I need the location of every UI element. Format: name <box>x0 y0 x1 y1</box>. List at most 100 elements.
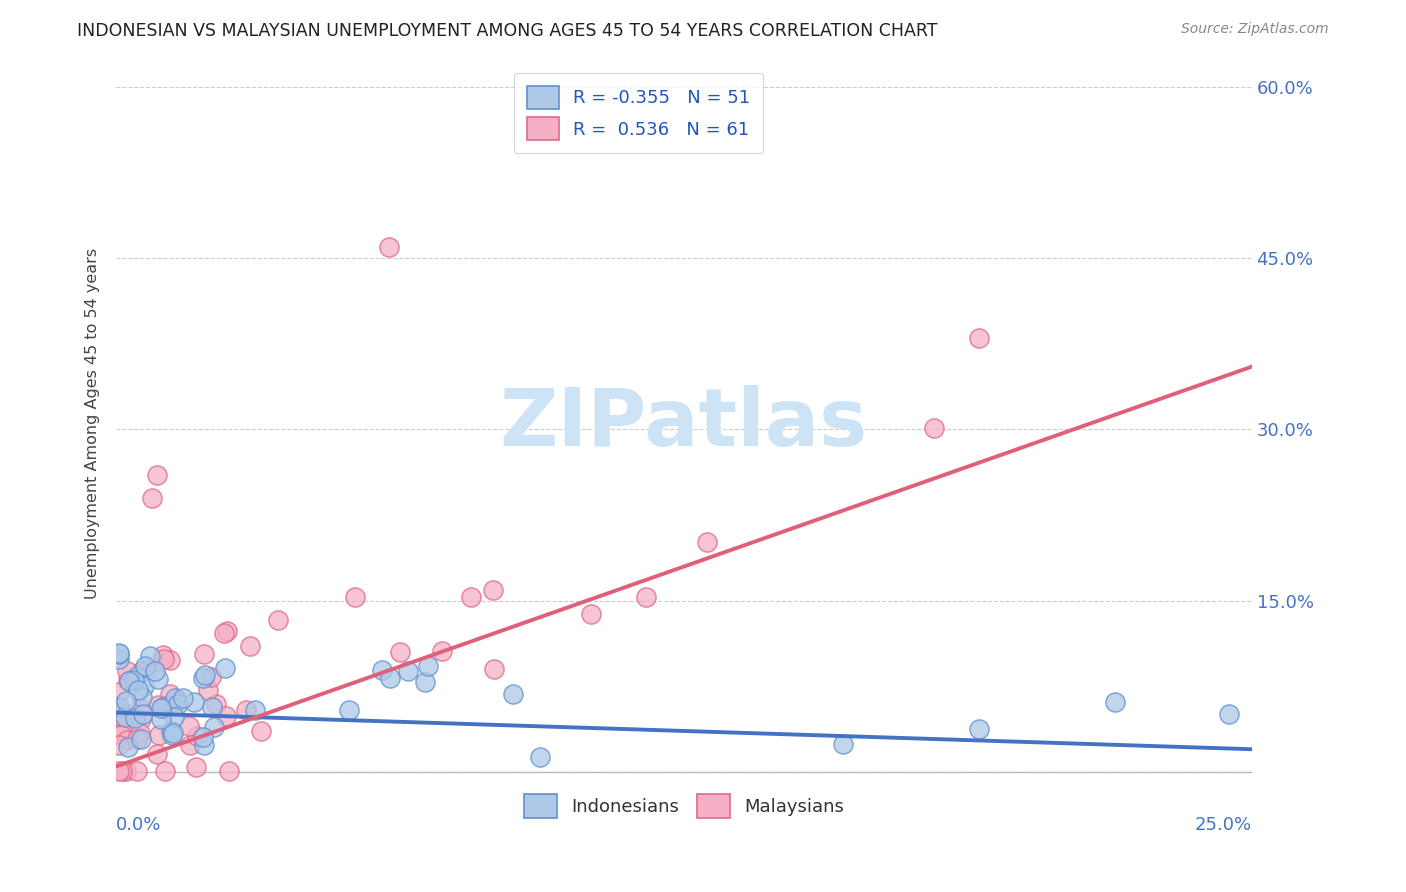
Point <box>107 739 129 753</box>
Point <box>108 652 131 666</box>
Point <box>179 738 201 752</box>
Point <box>266 613 288 627</box>
Point <box>153 764 176 778</box>
Point <box>122 673 145 687</box>
Point <box>197 682 219 697</box>
Point <box>389 645 412 659</box>
Text: Source: ZipAtlas.com: Source: ZipAtlas.com <box>1181 22 1329 37</box>
Point <box>200 669 222 683</box>
Point <box>215 709 238 723</box>
Point <box>110 725 132 739</box>
Point <box>114 710 136 724</box>
Point <box>152 648 174 663</box>
Point <box>201 699 224 714</box>
Point <box>1104 695 1126 709</box>
Point <box>243 703 266 717</box>
Point <box>149 701 172 715</box>
Text: 25.0%: 25.0% <box>1195 816 1251 834</box>
Point <box>205 697 228 711</box>
Point <box>482 662 505 676</box>
Point <box>107 709 129 723</box>
Point <box>131 731 153 746</box>
Point <box>430 644 453 658</box>
Point <box>696 535 718 549</box>
Point <box>127 764 149 778</box>
Point <box>166 694 188 708</box>
Point <box>107 646 129 660</box>
Point <box>378 671 401 685</box>
Point <box>172 691 194 706</box>
Point <box>371 663 394 677</box>
Point <box>967 722 990 736</box>
Point <box>378 240 401 254</box>
Point <box>193 738 215 752</box>
Point <box>134 679 156 693</box>
Point <box>167 697 190 711</box>
Text: INDONESIAN VS MALAYSIAN UNEMPLOYMENT AMONG AGES 45 TO 54 YEARS CORRELATION CHART: INDONESIAN VS MALAYSIAN UNEMPLOYMENT AMO… <box>77 22 938 40</box>
Point <box>146 673 169 687</box>
Point <box>183 695 205 709</box>
Point <box>152 700 174 714</box>
Point <box>135 662 157 676</box>
Point <box>413 674 436 689</box>
Point <box>184 760 207 774</box>
Point <box>129 701 152 715</box>
Point <box>127 683 149 698</box>
Point <box>832 737 855 751</box>
Legend: Indonesians, Malaysians: Indonesians, Malaysians <box>517 787 851 825</box>
Point <box>145 468 167 483</box>
Point <box>131 690 153 704</box>
Point <box>218 764 240 778</box>
Point <box>191 671 214 685</box>
Y-axis label: Unemployment Among Ages 45 to 54 years: Unemployment Among Ages 45 to 54 years <box>86 248 100 599</box>
Point <box>111 764 134 778</box>
Point <box>250 724 273 739</box>
Point <box>416 659 439 673</box>
Point <box>138 649 160 664</box>
Point <box>163 710 186 724</box>
Point <box>117 673 139 687</box>
Point <box>202 720 225 734</box>
Point <box>146 747 169 762</box>
Point <box>124 710 146 724</box>
Point <box>107 764 129 778</box>
Point <box>193 730 215 744</box>
Point <box>159 687 181 701</box>
Point <box>127 669 149 683</box>
Point <box>481 583 503 598</box>
Point <box>115 664 138 678</box>
Point <box>108 699 131 714</box>
Point <box>128 725 150 739</box>
Point <box>132 707 155 722</box>
Point <box>186 729 208 743</box>
Point <box>107 648 129 662</box>
Point <box>143 664 166 678</box>
Point <box>193 647 215 661</box>
Text: 0.0%: 0.0% <box>117 816 162 834</box>
Point <box>115 764 138 778</box>
Point <box>177 719 200 733</box>
Point <box>155 698 177 713</box>
Point <box>165 690 187 705</box>
Point <box>922 421 945 435</box>
Point <box>162 725 184 739</box>
Point <box>114 694 136 708</box>
Point <box>214 626 236 640</box>
Point <box>148 698 170 713</box>
Point <box>141 491 163 505</box>
Point <box>579 607 602 621</box>
Point <box>125 731 148 746</box>
Point <box>117 674 139 689</box>
Point <box>131 664 153 678</box>
Point <box>150 712 173 726</box>
Point <box>967 331 990 345</box>
Point <box>110 705 132 719</box>
Point <box>129 712 152 726</box>
Text: ZIPatlas: ZIPatlas <box>501 384 868 463</box>
Point <box>153 651 176 665</box>
Point <box>634 590 657 604</box>
Point <box>160 724 183 739</box>
Point <box>107 685 129 699</box>
Point <box>108 709 131 723</box>
Point <box>115 732 138 747</box>
